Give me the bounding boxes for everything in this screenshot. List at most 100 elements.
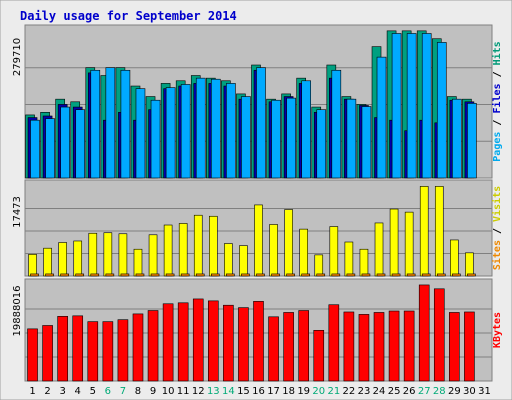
bar-kbytes-30 (464, 311, 475, 382)
bar-kbytes-28 (433, 288, 445, 382)
bar-visits-27 (419, 186, 429, 277)
bar-visits-1 (28, 254, 37, 277)
bar-pages-29 (452, 98, 462, 179)
x-tick-label-15: 15 (237, 386, 250, 397)
bar-sites-28 (436, 273, 446, 277)
bar-visits-5 (88, 232, 98, 277)
bar-pages-9 (150, 99, 161, 179)
bar-pages-16 (256, 67, 266, 179)
x-tick-label-18: 18 (282, 386, 295, 397)
bar-sites-14 (226, 273, 235, 277)
bar-sites-15 (241, 273, 250, 277)
bar-kbytes-12 (192, 298, 204, 382)
bar-sites-12 (195, 273, 205, 277)
bar-pages-2 (45, 118, 55, 179)
bar-sites-11 (180, 273, 190, 277)
x-tick-label-27: 27 (418, 386, 431, 397)
bar-sites-18 (286, 273, 295, 277)
x-tick-label-22: 22 (343, 386, 356, 397)
bar-visits-2 (43, 247, 52, 277)
bar-kbytes-21 (328, 304, 340, 382)
bar-kbytes-2 (42, 325, 53, 382)
bar-pages-24 (376, 56, 387, 179)
chart-panels: 279710 Pages / Files / Hits 17473 Sites / V… (12, 24, 503, 382)
legend-label-1: / (492, 114, 503, 132)
x-tick-label-31: 31 (478, 386, 491, 397)
panel-legend: KBytes (492, 312, 503, 348)
bar-visits-12 (193, 214, 203, 277)
x-tick-label-25: 25 (388, 386, 401, 397)
bar-sites-3 (60, 273, 69, 277)
x-tick-label-4: 4 (75, 386, 81, 397)
bar-visits-16 (254, 204, 263, 277)
bar-pages-22 (346, 98, 357, 179)
bar-sites-21 (331, 273, 341, 277)
x-tick-label-29: 29 (448, 386, 461, 397)
x-tick-label-12: 12 (192, 386, 205, 397)
bar-sites-10 (165, 273, 175, 277)
x-tick-label-1: 1 (29, 386, 35, 397)
bar-visits-7 (118, 233, 128, 277)
bar-visits-3 (58, 242, 67, 277)
legend-label-2: Visits (491, 186, 503, 222)
bar-visits-13 (209, 215, 218, 277)
bar-kbytes-26 (403, 310, 415, 382)
bar-kbytes-29 (449, 312, 460, 382)
x-tick-label-24: 24 (373, 386, 386, 397)
bar-visits-26 (404, 211, 414, 277)
bar-pages-21 (331, 69, 342, 179)
x-tick-label-28: 28 (433, 386, 446, 397)
bar-kbytes-9 (147, 310, 159, 382)
bar-pages-1 (30, 119, 40, 179)
legend-label-3: / (492, 65, 503, 83)
legend-label-0: Sites (491, 240, 503, 270)
bar-visits-22 (344, 241, 354, 277)
bar-kbytes-8 (132, 313, 144, 382)
bar-visits-30 (465, 252, 474, 277)
bar-pages-15 (241, 96, 251, 179)
bar-visits-25 (389, 208, 399, 277)
panel-top: 279710 Pages / Files / Hits (12, 24, 503, 179)
bar-sites-5 (90, 273, 100, 277)
bar-kbytes-27 (418, 284, 430, 382)
bar-visits-20 (314, 254, 324, 277)
bar-pages-28 (436, 42, 447, 179)
bar-kbytes-18 (283, 312, 294, 382)
bar-sites-8 (135, 273, 145, 277)
bar-pages-5 (90, 69, 101, 179)
bar-visits-23 (359, 248, 369, 277)
bar-kbytes-5 (87, 321, 99, 382)
bar-visits-24 (374, 222, 384, 277)
bar-kbytes-15 (238, 307, 249, 382)
bar-sites-26 (406, 273, 416, 277)
bar-visits-17 (269, 224, 278, 277)
x-tick-label-13: 13 (207, 386, 220, 397)
x-tick-label-21: 21 (327, 386, 340, 397)
x-tick-label-10: 10 (162, 386, 175, 397)
bar-sites-29 (452, 273, 461, 277)
x-tick-label-19: 19 (297, 386, 310, 397)
bar-pages-23 (361, 106, 372, 179)
bar-pages-14 (226, 83, 236, 179)
bar-sites-13 (211, 273, 220, 277)
bar-kbytes-25 (388, 310, 400, 382)
x-tick-label-3: 3 (59, 386, 65, 397)
bar-kbytes-23 (358, 314, 370, 382)
x-tick-label-7: 7 (120, 386, 126, 397)
bar-pages-11 (180, 84, 191, 179)
bar-pages-26 (406, 33, 417, 179)
bar-pages-8 (135, 88, 146, 179)
x-axis-labels: 1 2 3 4 5 6 7 8 9 10 11 12 13 14 15 16 17 18 19 20 21 22 23 24 2… (29, 386, 490, 397)
bar-sites-7 (120, 273, 130, 277)
bar-sites-27 (421, 273, 431, 277)
bar-kbytes-7 (117, 319, 129, 382)
legend-label-0: KBytes (492, 312, 503, 348)
bar-sites-30 (467, 273, 476, 277)
bar-sites-19 (301, 273, 310, 277)
x-tick-label-30: 30 (463, 386, 476, 397)
x-tick-label-14: 14 (222, 386, 235, 397)
bar-visits-8 (133, 248, 143, 277)
bar-pages-19 (301, 80, 311, 179)
bar-pages-17 (271, 99, 281, 179)
